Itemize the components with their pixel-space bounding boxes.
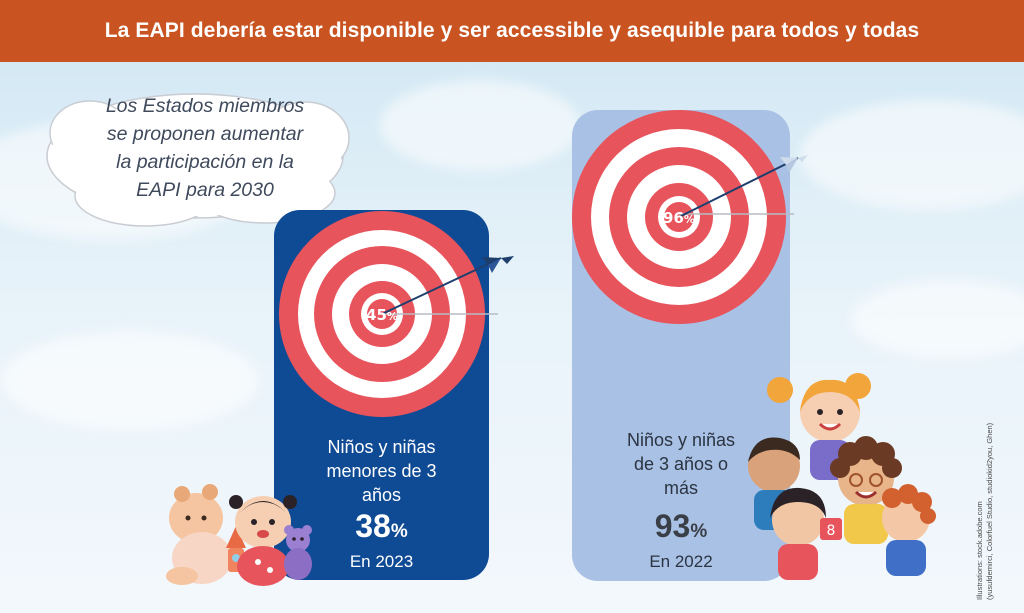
curly-boy-figure: [830, 436, 902, 544]
svg-text:8: 8: [827, 523, 836, 539]
target-under-3: 45%: [279, 211, 514, 417]
card-value: 38: [355, 508, 391, 544]
speech-line: la participación en la: [116, 151, 294, 173]
toddler-figure: [166, 484, 232, 585]
card-percentage: 93%: [572, 508, 790, 545]
baby-girl-figure: [229, 495, 297, 586]
card-label: Niños y niñas de 3 años o más: [572, 428, 790, 500]
speech-cloud-text: Los Estados miembros se proponen aumenta…: [70, 92, 340, 204]
card-year: En 2022: [649, 552, 713, 571]
speech-line: Los Estados miembros: [105, 95, 305, 117]
arrow-icon: [381, 256, 514, 315]
speech-line: EAPI para 2030: [136, 179, 274, 201]
card-label-line: de 3 años o: [633, 454, 729, 474]
girl-figure: [767, 373, 871, 480]
speech-cloud: [46, 93, 350, 227]
toddlers-illustration: [166, 484, 312, 586]
children-group-illustration: 8: [748, 373, 936, 580]
card-label-line: Niños y niñas: [626, 430, 736, 450]
card-label-line: más: [663, 478, 698, 498]
target-percentage: 45%: [366, 306, 398, 324]
card-year: En 2023: [349, 552, 414, 571]
page-title: La EAPI debería estar disponible y ser a…: [104, 19, 920, 42]
credit-line: (yusufdemirci, Colorfuel Studio, studiok…: [985, 422, 994, 600]
credit-line: Illustrations: stock.adobe.com: [975, 501, 984, 600]
image-credit: Illustrations: stock.adobe.com (yusufdem…: [975, 400, 995, 600]
card-pct-sign: %: [390, 521, 408, 542]
target-3-plus: 96%: [572, 110, 808, 324]
block-toy-icon: 8: [820, 518, 842, 540]
speech-line: se proponen aumentar: [106, 123, 304, 145]
card-label-line: Niños y niñas: [327, 437, 436, 457]
header-banner: La EAPI debería estar disponible y ser a…: [0, 0, 1024, 62]
card-label-line: años: [361, 485, 402, 505]
red-hair-boy-figure: [882, 484, 936, 576]
card-pct-sign: %: [690, 521, 708, 542]
card-value: 93: [654, 508, 691, 544]
card-label: Niños y niñas menores de 3 años: [274, 435, 489, 507]
dark-hair-girl-figure: [770, 487, 826, 580]
target-percentage: 96%: [663, 209, 695, 227]
arrow-icon: [678, 155, 808, 218]
teddy-bear-icon: [284, 525, 312, 580]
card-percentage: 38%: [274, 508, 489, 545]
card-label-line: menores de 3: [326, 461, 437, 481]
